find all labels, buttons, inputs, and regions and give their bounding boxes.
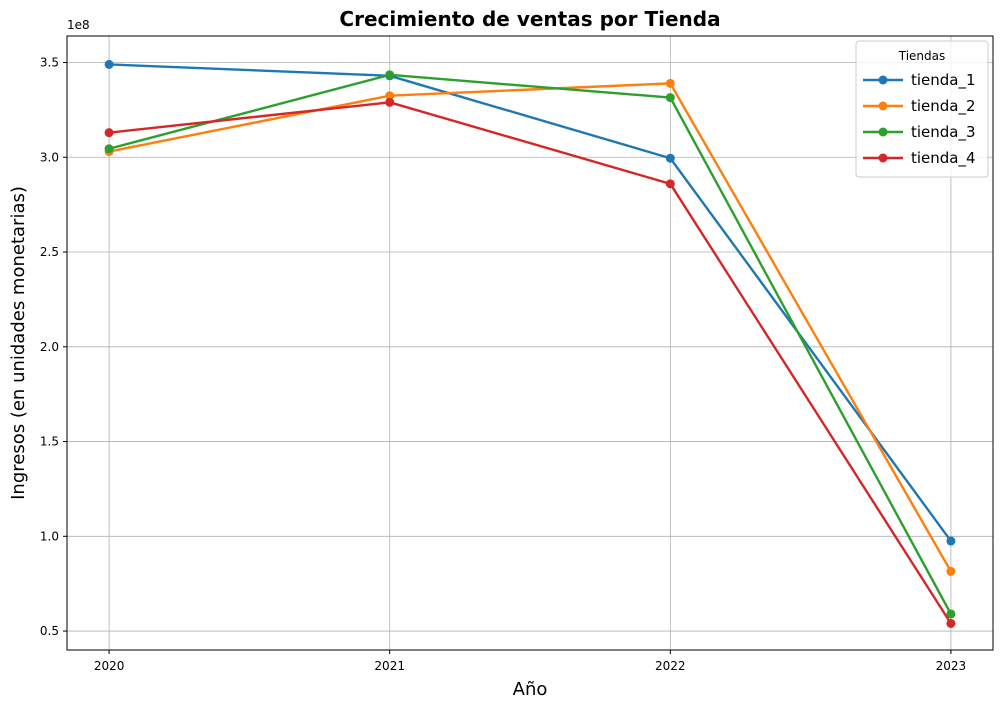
legend-marker-tienda_1	[878, 75, 888, 85]
y-tick-label: 2.0	[40, 340, 59, 354]
data-point-tienda_2	[385, 91, 395, 101]
series-markers	[104, 59, 956, 628]
x-tick-label: 2020	[94, 659, 125, 673]
data-point-tienda_3	[665, 93, 675, 103]
legend-marker-tienda_2	[878, 101, 888, 111]
chart-title: Crecimiento de ventas por Tienda	[339, 7, 720, 31]
data-point-tienda_1	[104, 59, 114, 69]
data-point-tienda_4	[104, 128, 114, 138]
plot-frame	[66, 35, 994, 651]
x-tick-label: 2021	[374, 659, 405, 673]
legend-marker-tienda_3	[878, 127, 888, 137]
data-point-tienda_3	[385, 70, 395, 80]
x-tick-label: 2022	[655, 659, 686, 673]
data-point-tienda_4	[665, 179, 675, 189]
data-point-tienda_3	[104, 144, 114, 154]
series-line-tienda_2	[107, 82, 953, 573]
series-line-tienda_4	[107, 101, 953, 625]
grid	[67, 36, 993, 650]
data-point-tienda_4	[385, 97, 395, 107]
series-line-tienda_1	[107, 63, 953, 543]
legend: Tiendas tienda_1 tienda_2 tienda_3 tienda_4	[855, 40, 989, 178]
legend-title: Tiendas	[898, 49, 946, 63]
data-point-tienda_2	[665, 78, 675, 88]
y-tick-label: 2.5	[40, 245, 59, 259]
data-point-tienda_3	[946, 609, 956, 619]
x-axis-label: Año	[513, 679, 548, 700]
legend-label-tienda_4: tienda_4	[911, 149, 976, 168]
data-point-tienda_2	[946, 566, 956, 576]
series-lines	[107, 63, 953, 625]
y-tick-label: 0.5	[40, 624, 59, 638]
legend-label-tienda_1: tienda_1	[911, 71, 976, 90]
y-offset-label: 1e8	[67, 18, 90, 32]
x-axis-ticks: 2020 2021 2022 2023	[94, 650, 966, 673]
data-point-tienda_1	[946, 536, 956, 546]
x-tick-label: 2023	[936, 659, 967, 673]
y-tick-label: 3.5	[40, 56, 59, 70]
data-point-tienda_4	[946, 618, 956, 628]
y-tick-label: 3.0	[40, 150, 59, 164]
legend-items: tienda_1 tienda_2 tienda_3 tienda_4	[863, 71, 976, 168]
legend-marker-tienda_4	[878, 153, 888, 163]
legend-box	[855, 40, 989, 178]
series-line-tienda_3	[107, 73, 953, 616]
legend-label-tienda_3: tienda_3	[911, 123, 976, 142]
y-axis-ticks: 0.5 1.0 1.5 2.0 2.5 3.0 3.5	[40, 56, 67, 638]
y-tick-label: 1.5	[40, 435, 59, 449]
y-tick-label: 1.0	[40, 529, 59, 543]
data-point-tienda_1	[665, 153, 675, 163]
y-axis-label: Ingresos (en unidades monetarias)	[8, 186, 29, 500]
legend-label-tienda_2: tienda_2	[911, 97, 976, 116]
